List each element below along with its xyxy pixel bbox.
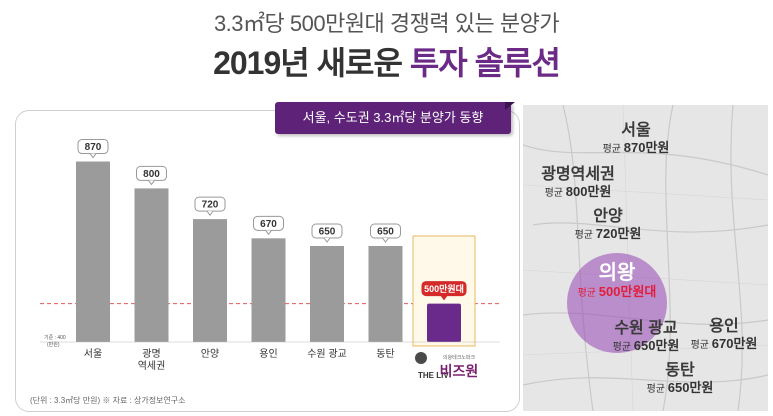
- value-label-pointer-0: [89, 153, 97, 159]
- bar-5: [368, 246, 403, 342]
- value-label-4: 650: [319, 227, 336, 238]
- value-label-pointer-5: [382, 237, 389, 243]
- map-price: 670만원: [711, 335, 758, 351]
- value-label-3: 670: [260, 219, 277, 230]
- chart-banner: 서울, 수도권 3.3㎡당 분양가 동향: [275, 102, 511, 134]
- category-label-3: 용인: [259, 348, 277, 360]
- page-subtitle: 3.3㎡당 500만원대 경쟁력 있는 분양가: [213, 11, 560, 36]
- title-accent: 투자 솔루션: [409, 45, 561, 81]
- region-map: 서울 평균 870만원 광명역세권 평균 800만원 안양 평균 720만원 의…: [523, 105, 768, 411]
- banner-fold: [505, 102, 515, 110]
- map-city: 서울: [621, 122, 651, 139]
- map-price: 870만원: [623, 139, 670, 155]
- value-label-0: 870: [85, 142, 102, 153]
- map-avg: 평균: [612, 341, 634, 353]
- chart-source-note: (단위 : 3.3㎡당 만원) ※ 자료 : 상가정보연구소: [30, 396, 186, 405]
- category-label-4: 수원 광교: [307, 348, 347, 360]
- bar-1: [134, 188, 169, 342]
- logo-small-text: 의왕테크노파크: [443, 354, 476, 361]
- map-price: 650만원: [633, 337, 680, 353]
- map-label-suwon-gwanggyo: 수원 광교 평균 650만원: [601, 320, 691, 355]
- value-label-pointer-2: [206, 210, 214, 216]
- map-city: 안양: [593, 208, 623, 225]
- map-label-seoul: 서울 평균 870만원: [581, 122, 691, 157]
- map-price: 650만원: [667, 379, 714, 395]
- page-title: 2019년 새로운 투자 솔루션: [0, 38, 773, 84]
- baseline-unit: (만원): [47, 341, 60, 348]
- value-label-pointer-3: [265, 230, 272, 236]
- map-city: 동탄: [665, 362, 695, 379]
- value-label-pointer-1: [148, 180, 155, 186]
- baseline-label: 기준 : 400: [44, 334, 66, 341]
- bar-6: [427, 303, 461, 342]
- bar-4: [310, 246, 344, 342]
- category-label-5: 동탄: [376, 348, 394, 360]
- map-label-uiwang: 의왕 평균 500만원대: [557, 263, 677, 301]
- map-city: 의왕: [598, 262, 636, 284]
- value-label-2: 720: [202, 200, 219, 211]
- value-label-5: 650: [377, 227, 394, 238]
- map-price: 500만원대: [598, 284, 657, 299]
- map-avg: 평균: [544, 187, 566, 199]
- uiwang-highlight-circle: [567, 253, 667, 353]
- map-avg: 평균: [690, 339, 712, 351]
- map-price: 800만원: [565, 183, 612, 199]
- theliv-logo-text: THE LIV: [418, 371, 449, 380]
- category-label-1: 광명: [142, 348, 160, 360]
- map-avg: 평균: [574, 229, 596, 241]
- map-city: 용인: [709, 318, 739, 335]
- category-label-1: 역세권: [138, 360, 166, 372]
- map-city: 수원 광교: [614, 320, 678, 337]
- bar-2: [193, 219, 227, 342]
- title-main: 2019년 새로운: [213, 45, 410, 81]
- map-avg: 평균: [577, 288, 599, 299]
- value-label-6: 500만원대: [424, 283, 464, 294]
- map-label-dongtan: 동탄 평균 650만원: [635, 362, 725, 397]
- map-avg: 평균: [646, 383, 668, 395]
- bar-0: [76, 161, 110, 342]
- value-label-pointer-4: [323, 237, 331, 243]
- map-label-yongin: 용인 평균 670만원: [681, 318, 767, 353]
- theliv-logo-icon: [415, 352, 427, 364]
- map-avg: 평균: [602, 143, 624, 155]
- category-label-0: 서울: [84, 348, 102, 360]
- category-label-2: 안양: [201, 348, 219, 360]
- bar-3: [251, 238, 286, 342]
- bizone-logo: THE LIV 의왕테크노파크 비즈원: [415, 352, 478, 380]
- value-label-1: 800: [143, 169, 160, 180]
- bizone-logo-text: 비즈원: [440, 363, 479, 379]
- map-label-gwangmyeong: 광명역세권 평균 800만원: [523, 166, 633, 201]
- map-price: 720만원: [595, 225, 642, 241]
- map-roads: [523, 105, 768, 411]
- map-city: 광명역세권: [541, 166, 615, 183]
- value-label-pointer-6: [440, 295, 448, 301]
- map-label-anyang: 안양 평균 720만원: [563, 208, 653, 243]
